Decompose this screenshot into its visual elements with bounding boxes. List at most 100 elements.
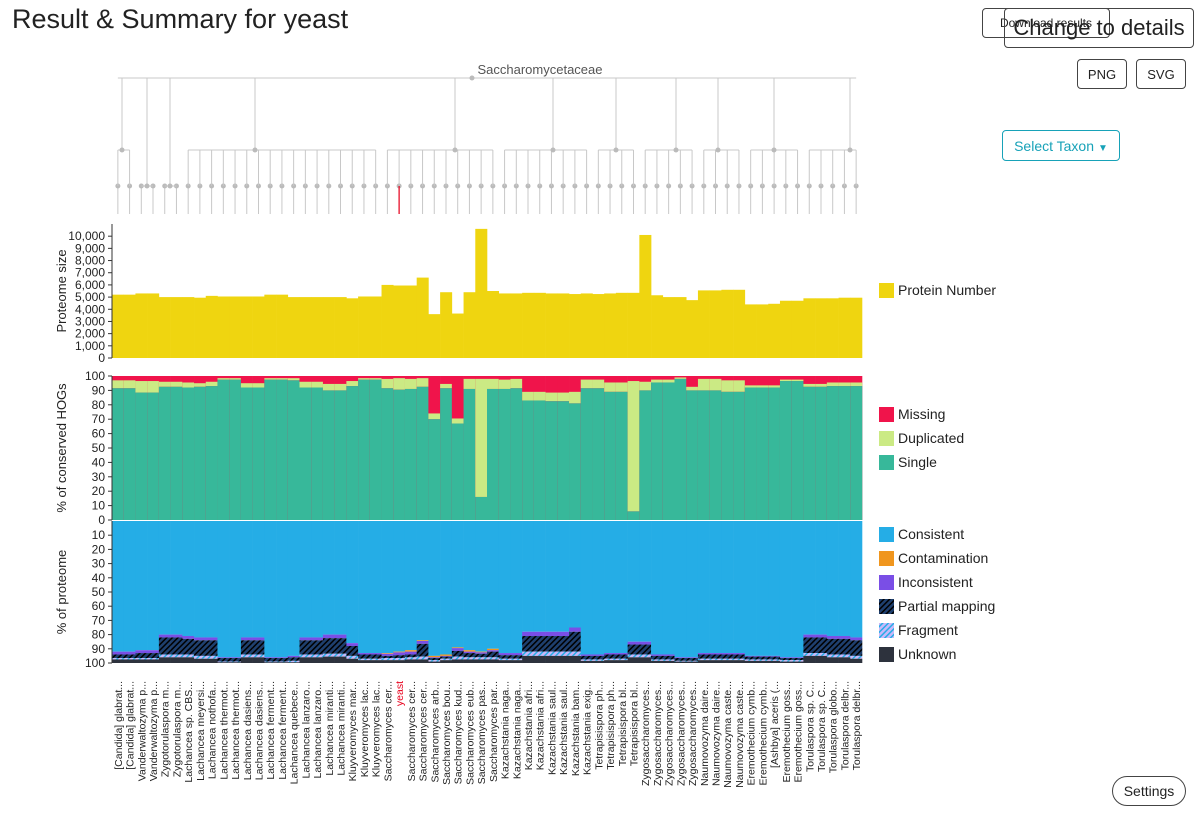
proteome-pct-fragment-bar[interactable] xyxy=(135,658,148,660)
proteome-pct-unknown-bar[interactable] xyxy=(838,657,851,663)
proteome-pct-consistent-bar[interactable] xyxy=(709,521,722,654)
proteome-pct-inconsistent-bar[interactable] xyxy=(170,634,183,638)
proteome-pct-unknown-bar[interactable] xyxy=(815,655,828,663)
proteome-pct-inconsistent-bar[interactable] xyxy=(205,637,218,641)
proteome-pct-unknown-bar[interactable] xyxy=(322,656,335,663)
proteome-pct-fragment-bar[interactable] xyxy=(768,659,781,661)
proteome-pct-partial-mapping-bar[interactable] xyxy=(709,654,722,659)
hogs-single-bar[interactable] xyxy=(615,391,628,520)
proteome-pct-fragment-bar[interactable] xyxy=(615,658,628,661)
hogs-duplicated-bar[interactable] xyxy=(182,382,195,388)
proteome-pct-consistent-bar[interactable] xyxy=(744,521,757,656)
proteome-pct-unknown-bar[interactable] xyxy=(346,658,359,663)
proteome-bar[interactable] xyxy=(229,296,242,358)
proteome-pct-fragment-bar[interactable] xyxy=(487,657,500,660)
hogs-duplicated-bar[interactable] xyxy=(158,381,171,387)
proteome-pct-contamination-bar[interactable] xyxy=(463,650,476,652)
hogs-duplicated-bar[interactable] xyxy=(322,383,335,391)
hogs-duplicated-bar[interactable] xyxy=(533,391,546,401)
hogs-single-bar[interactable] xyxy=(487,388,500,520)
proteome-pct-partial-mapping-bar[interactable] xyxy=(850,640,863,656)
proteome-pct-unknown-bar[interactable] xyxy=(147,659,160,663)
proteome-pct-unknown-bar[interactable] xyxy=(662,660,675,663)
hogs-duplicated-bar[interactable] xyxy=(135,381,148,393)
proteome-bar[interactable] xyxy=(112,294,125,358)
hogs-duplicated-bar[interactable] xyxy=(369,378,382,380)
proteome-pct-consistent-bar[interactable] xyxy=(287,521,300,656)
hogs-single-bar[interactable] xyxy=(545,401,558,520)
proteome-bar[interactable] xyxy=(487,291,500,358)
proteome-pct-inconsistent-bar[interactable] xyxy=(276,657,289,659)
proteome-pct-unknown-bar[interactable] xyxy=(170,657,183,663)
proteome-pct-partial-mapping-bar[interactable] xyxy=(580,655,593,660)
proteome-pct-unknown-bar[interactable] xyxy=(545,655,558,663)
proteome-pct-partial-mapping-bar[interactable] xyxy=(440,656,453,659)
proteome-bar[interactable] xyxy=(393,285,406,358)
hogs-duplicated-bar[interactable] xyxy=(334,383,347,391)
proteome-pct-consistent-bar[interactable] xyxy=(123,521,136,652)
proteome-pct-inconsistent-bar[interactable] xyxy=(627,641,640,645)
hogs-duplicated-bar[interactable] xyxy=(276,378,289,380)
proteome-bar[interactable] xyxy=(322,297,335,358)
proteome-pct-consistent-bar[interactable] xyxy=(487,521,500,649)
proteome-pct-inconsistent-bar[interactable] xyxy=(416,640,429,644)
proteome-pct-fragment-bar[interactable] xyxy=(826,654,839,658)
proteome-pct-unknown-bar[interactable] xyxy=(592,660,605,663)
proteome-pct-inconsistent-bar[interactable] xyxy=(334,634,347,639)
proteome-pct-consistent-bar[interactable] xyxy=(170,521,183,635)
proteome-pct-inconsistent-bar[interactable] xyxy=(194,637,207,641)
hogs-single-bar[interactable] xyxy=(662,382,675,520)
hogs-single-bar[interactable] xyxy=(627,511,640,520)
proteome-pct-unknown-bar[interactable] xyxy=(299,657,312,663)
proteome-bar[interactable] xyxy=(346,298,359,358)
proteome-pct-fragment-bar[interactable] xyxy=(287,660,300,663)
hogs-duplicated-bar[interactable] xyxy=(440,383,453,389)
proteome-pct-consistent-bar[interactable] xyxy=(545,521,558,632)
proteome-pct-consistent-bar[interactable] xyxy=(533,521,546,632)
proteome-pct-unknown-bar[interactable] xyxy=(768,660,781,663)
proteome-pct-fragment-bar[interactable] xyxy=(381,658,394,661)
proteome-pct-consistent-bar[interactable] xyxy=(346,521,359,644)
proteome-pct-fragment-bar[interactable] xyxy=(334,653,347,657)
proteome-pct-inconsistent-bar[interactable] xyxy=(651,654,664,656)
proteome-pct-consistent-bar[interactable] xyxy=(662,521,675,655)
proteome-pct-partial-mapping-bar[interactable] xyxy=(615,654,628,659)
hogs-single-bar[interactable] xyxy=(276,379,289,520)
hogs-duplicated-bar[interactable] xyxy=(229,378,242,380)
hogs-single-bar[interactable] xyxy=(217,379,230,520)
proteome-pct-inconsistent-bar[interactable] xyxy=(182,636,195,639)
hogs-duplicated-bar[interactable] xyxy=(662,379,675,383)
hogs-single-bar[interactable] xyxy=(697,390,710,520)
proteome-pct-contamination-bar[interactable] xyxy=(404,650,417,652)
proteome-pct-partial-mapping-bar[interactable] xyxy=(768,656,781,660)
proteome-pct-inconsistent-bar[interactable] xyxy=(744,655,757,657)
proteome-pct-inconsistent-bar[interactable] xyxy=(451,648,464,651)
proteome-bar[interactable] xyxy=(498,293,511,358)
hogs-duplicated-bar[interactable] xyxy=(416,378,429,387)
proteome-pct-consistent-bar[interactable] xyxy=(240,521,253,638)
hogs-duplicated-bar[interactable] xyxy=(627,381,640,512)
proteome-pct-unknown-bar[interactable] xyxy=(252,657,265,663)
hogs-duplicated-bar[interactable] xyxy=(487,378,500,389)
hogs-single-bar[interactable] xyxy=(369,379,382,520)
proteome-pct-contamination-bar[interactable] xyxy=(475,651,488,653)
proteome-pct-inconsistent-bar[interactable] xyxy=(123,651,136,655)
proteome-bar[interactable] xyxy=(768,303,781,358)
proteome-pct-inconsistent-bar[interactable] xyxy=(639,641,652,645)
hogs-duplicated-bar[interactable] xyxy=(287,378,300,381)
proteome-pct-consistent-bar[interactable] xyxy=(674,521,687,658)
proteome-pct-fragment-bar[interactable] xyxy=(311,654,324,658)
proteome-pct-fragment-bar[interactable] xyxy=(639,654,652,658)
proteome-pct-partial-mapping-bar[interactable] xyxy=(533,636,546,652)
hogs-single-bar[interactable] xyxy=(287,380,300,520)
hogs-duplicated-bar[interactable] xyxy=(252,383,265,388)
hogs-duplicated-bar[interactable] xyxy=(240,383,253,388)
proteome-pct-consistent-bar[interactable] xyxy=(686,521,699,658)
proteome-pct-fragment-bar[interactable] xyxy=(569,651,582,656)
proteome-pct-consistent-bar[interactable] xyxy=(615,521,628,654)
proteome-pct-partial-mapping-bar[interactable] xyxy=(838,638,851,655)
proteome-bar[interactable] xyxy=(264,294,277,358)
hogs-duplicated-bar[interactable] xyxy=(733,380,746,392)
proteome-bar[interactable] xyxy=(815,298,828,358)
proteome-pct-partial-mapping-bar[interactable] xyxy=(545,636,558,652)
